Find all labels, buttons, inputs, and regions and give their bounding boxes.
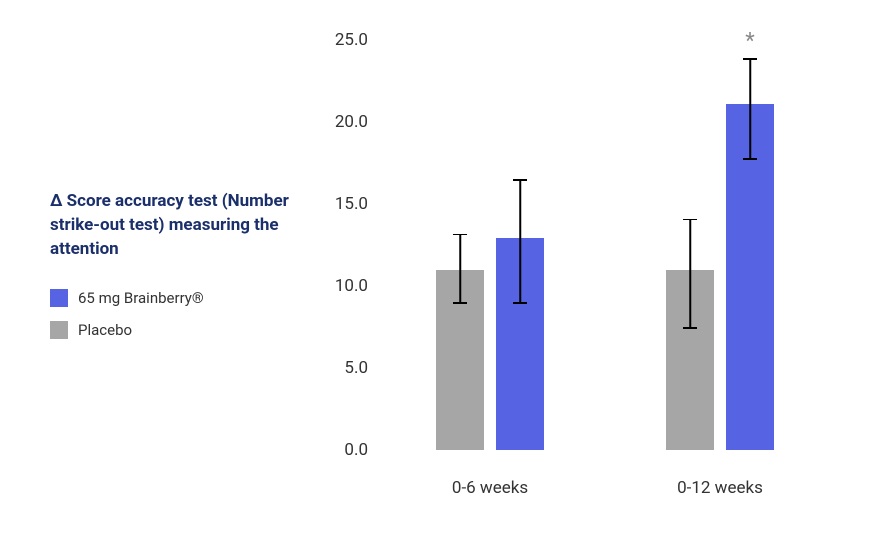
legend-item: Placebo xyxy=(50,321,290,339)
error-cap xyxy=(453,234,467,236)
legend-label: Placebo xyxy=(78,321,132,339)
error-bar xyxy=(749,58,751,158)
y-tick-label: 25.0 xyxy=(335,30,368,50)
chart-title: Δ Score accuracy test (Number strike-out… xyxy=(50,190,290,261)
left-panel: Δ Score accuracy test (Number strike-out… xyxy=(0,0,320,550)
error-bar xyxy=(519,179,521,302)
legend-swatch xyxy=(50,289,68,307)
plot-region: 0.05.010.015.020.025.00-6 weeks0-12 week… xyxy=(380,40,820,450)
error-cap xyxy=(683,327,697,329)
y-tick-label: 10.0 xyxy=(335,276,368,296)
chart-container: Δ Score accuracy test (Number strike-out… xyxy=(0,0,890,550)
y-tick-label: 0.0 xyxy=(344,440,368,460)
error-cap xyxy=(743,158,757,160)
error-cap xyxy=(743,58,757,60)
error-cap xyxy=(513,302,527,304)
legend: 65 mg Brainberry® Placebo xyxy=(50,289,290,339)
legend-swatch xyxy=(50,321,68,339)
error-cap xyxy=(513,179,527,181)
significance-marker: * xyxy=(745,29,754,54)
error-cap xyxy=(453,302,467,304)
x-tick-label: 0-6 weeks xyxy=(452,478,528,498)
y-tick-label: 20.0 xyxy=(335,112,368,132)
legend-item: 65 mg Brainberry® xyxy=(50,289,290,307)
legend-label: 65 mg Brainberry® xyxy=(78,289,204,307)
x-tick-label: 0-12 weeks xyxy=(677,478,763,498)
error-cap xyxy=(683,219,697,221)
y-tick-label: 5.0 xyxy=(344,358,368,378)
y-tick-label: 15.0 xyxy=(335,194,368,214)
chart-area: 0.0 5.0 10.0 15.0 20.0 25.0 0-6 weeks 0-12 week… xyxy=(320,0,890,550)
error-bar xyxy=(459,234,461,303)
error-bar xyxy=(689,219,691,327)
